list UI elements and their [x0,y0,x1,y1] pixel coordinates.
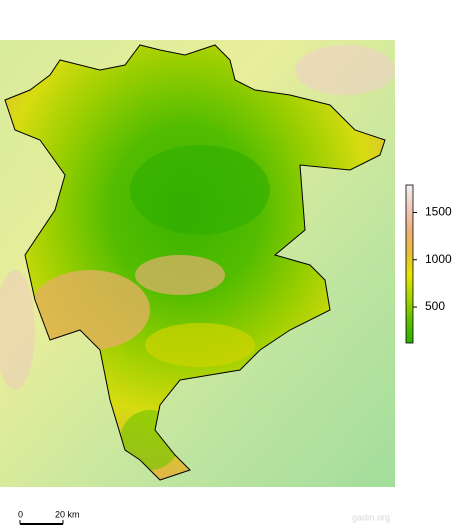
scale-label: 0 [18,509,23,519]
colorbar-tick-label: 1000 [425,252,452,266]
relief-lowland [130,145,270,235]
terrain-highland [0,270,35,390]
relief-highland [135,255,225,295]
colorbar-tick-label: 1500 [425,205,452,219]
credit: gadm.org [352,512,390,522]
legend: 500 1000 1500 [405,184,452,344]
colorbar-tick-label: 500 [425,299,445,313]
terrain-highland [295,45,395,95]
relief-highland [30,270,150,350]
relief-hill [145,323,255,367]
colorbar [405,184,414,344]
scale-label: 20 km [55,509,80,519]
